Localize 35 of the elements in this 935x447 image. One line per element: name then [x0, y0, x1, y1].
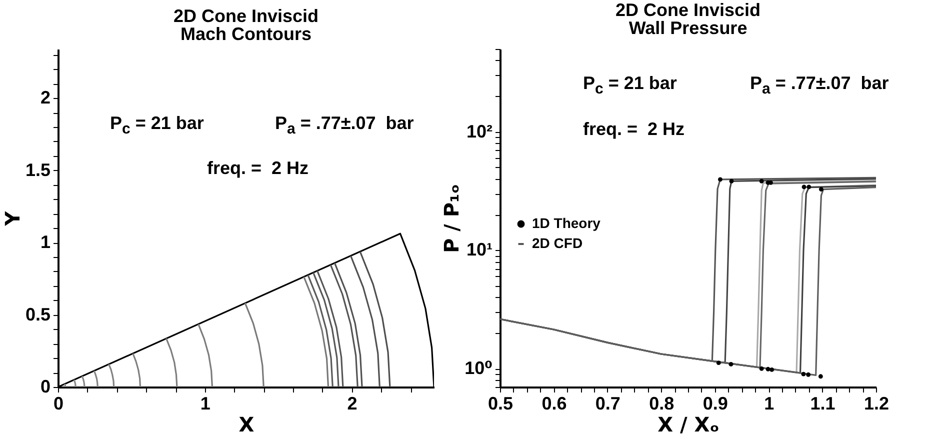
- chart-subtitle: Mach Contours: [180, 24, 312, 44]
- chart-subtitle: Wall Pressure: [628, 18, 748, 38]
- x-tick-label: 1: [764, 394, 774, 414]
- x-tick-label: 1.2: [864, 394, 890, 414]
- chart-title: 2D Cone Inviscid: [173, 6, 319, 26]
- x-axis-title: X / Xₒ: [658, 412, 720, 436]
- x-tick-label: 2: [347, 394, 358, 414]
- x-tick-label: 0.9: [702, 394, 728, 414]
- chart-title: 2D Cone Inviscid: [615, 0, 761, 20]
- y-tick-label: 0: [40, 376, 50, 396]
- annotation: P$_{a}$ = .77±.07 bar: [750, 73, 889, 98]
- annotation: P$_{c}$ = 21 bar: [110, 113, 204, 138]
- y-tick-label: 1.5: [25, 160, 50, 180]
- legend-label: 2D CFD: [532, 235, 583, 251]
- y-tick-label: 10²: [466, 121, 493, 142]
- x-tick-label: 0: [53, 394, 64, 414]
- x-tick-label: 1: [200, 394, 210, 414]
- x-tick-label: 1.1: [810, 394, 836, 414]
- annotation: freq. = 2 Hz: [207, 158, 309, 179]
- y-axis-title: P / P₁ₒ: [440, 184, 464, 254]
- annotation: P$_{a}$ = .77±.07 bar: [275, 113, 414, 138]
- y-tick-label: 10¹: [466, 240, 493, 260]
- annotation: freq. = 2 Hz: [583, 119, 685, 140]
- y-tick-label: 2: [40, 88, 50, 108]
- y-axis-title: Y: [0, 210, 24, 227]
- x-axis-title: X: [238, 412, 255, 436]
- y-tick-label: 10⁰: [464, 358, 493, 378]
- y-tick-label: 0.5: [25, 304, 50, 324]
- legend-label: 1D Theory: [532, 215, 601, 231]
- y-tick-label: 1: [40, 232, 50, 252]
- x-tick-label: 0.7: [595, 394, 620, 414]
- x-tick-label: 0.6: [542, 394, 567, 414]
- x-tick-label: 0.5: [488, 394, 514, 414]
- annotation: P$_{c}$ = 21 bar: [583, 73, 677, 98]
- x-tick-label: 0.8: [649, 394, 674, 414]
